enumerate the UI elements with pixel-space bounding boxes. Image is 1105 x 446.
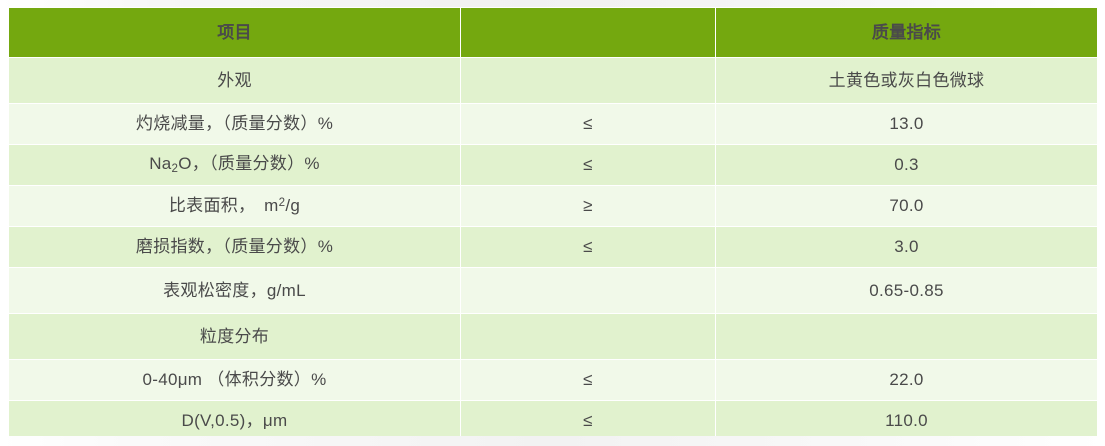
cell-operator	[460, 267, 716, 314]
cell-item: Na2O，（质量分数）%	[8, 144, 461, 186]
cell-item: 磨损指数，（质量分数）%	[8, 226, 461, 268]
table-row: 表观松密度，g/mL 0.65-0.85	[8, 267, 1098, 314]
table-row: 灼烧减量，（质量分数）% ≤13.0	[8, 103, 1098, 145]
table-header: 项目 质量指标	[8, 7, 1098, 58]
quality-specification-table: 项目 质量指标 外观 土黄色或灰白色微球 灼烧减量，（质量分数）% ≤13.0 Na2O…	[8, 7, 1098, 442]
header-row: 项目 质量指标	[8, 7, 1098, 58]
header-cell-indicator: 质量指标	[715, 7, 1098, 58]
cell-value: 13.0	[715, 103, 1098, 145]
cell-item: 外观	[8, 57, 461, 104]
cell-value: 22.0	[715, 359, 1098, 401]
table-row: 粒度分布	[8, 313, 1098, 360]
cell-item: 比表面积， m2/g	[8, 185, 461, 227]
cell-operator: ≤	[460, 226, 716, 268]
cell-value: 0.3	[715, 144, 1098, 186]
cell-operator	[460, 57, 716, 104]
cell-operator: ≤	[460, 359, 716, 401]
cell-operator: ≤	[460, 103, 716, 145]
page-top-strip	[0, 0, 1105, 7]
cell-value: 70.0	[715, 185, 1098, 227]
header-cell-operator	[460, 7, 716, 58]
table-row: D(V,0.5)，μm ≤110.0	[8, 400, 1098, 442]
cell-item: D(V,0.5)，μm	[8, 400, 461, 442]
cell-operator	[460, 313, 716, 360]
cell-value	[715, 313, 1098, 360]
cell-item: 表观松密度，g/mL	[8, 267, 461, 314]
cell-item: 0-40μm （体积分数）%	[8, 359, 461, 401]
page-bottom-strip	[0, 436, 1105, 446]
cell-item: 粒度分布	[8, 313, 461, 360]
cell-operator: ≥	[460, 185, 716, 227]
cell-value: 3.0	[715, 226, 1098, 268]
cell-value: 土黄色或灰白色微球	[715, 57, 1098, 104]
table-row: 0-40μm （体积分数）% ≤22.0	[8, 359, 1098, 401]
cell-value: 0.65-0.85	[715, 267, 1098, 314]
table-row: Na2O，（质量分数）% ≤0.3	[8, 144, 1098, 186]
cell-operator: ≤	[460, 144, 716, 186]
header-cell-item: 项目	[8, 7, 461, 58]
cell-item: 灼烧减量，（质量分数）%	[8, 103, 461, 145]
table-body: 外观 土黄色或灰白色微球 灼烧减量，（质量分数）% ≤13.0 Na2O，（质量分数）%…	[8, 57, 1098, 442]
cell-value: 110.0	[715, 400, 1098, 442]
table-row: 磨损指数，（质量分数）% ≤3.0	[8, 226, 1098, 268]
table-row: 外观 土黄色或灰白色微球	[8, 57, 1098, 104]
table-row: 比表面积， m2/g ≥70.0	[8, 185, 1098, 227]
